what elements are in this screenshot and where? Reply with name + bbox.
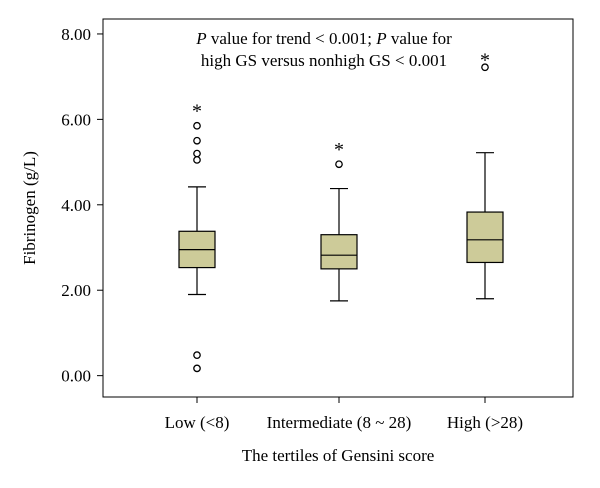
extreme-marker: * bbox=[192, 101, 202, 123]
y-tick-label: 8.00 bbox=[61, 25, 91, 44]
x-tick-label: Intermediate (8 ~ 28) bbox=[267, 413, 412, 432]
y-tick-label: 4.00 bbox=[61, 196, 91, 215]
y-axis-title: Fibrinogen (g/L) bbox=[20, 151, 39, 265]
boxes-layer: * * * bbox=[178, 49, 504, 373]
box-group: * bbox=[466, 49, 504, 300]
annotation-segment: value for bbox=[387, 29, 452, 48]
box-group: * bbox=[178, 101, 216, 373]
outlier-point bbox=[335, 160, 343, 169]
box-iqr bbox=[320, 234, 358, 270]
outlier-point bbox=[193, 121, 201, 130]
x-axis-title: The tertiles of Gensini score bbox=[242, 446, 435, 465]
outlier-point bbox=[193, 364, 201, 373]
outlier-point bbox=[481, 63, 489, 72]
outlier-point bbox=[193, 149, 201, 158]
x-axis: Low (<8) Intermediate (8 ~ 28) High (>28) bbox=[165, 397, 523, 432]
annotation-segment: high GS versus nonhigh GS < 0.001 bbox=[201, 51, 447, 70]
y-tick-label: 0.00 bbox=[61, 367, 91, 386]
box-iqr bbox=[466, 211, 504, 264]
annotation-segment: value for trend < 0.001; bbox=[207, 29, 377, 48]
outlier-point bbox=[193, 156, 201, 164]
annotation-line-1: P value for trend < 0.001; P value for bbox=[195, 29, 452, 48]
y-tick-label: 2.00 bbox=[61, 281, 91, 300]
x-tick-label: High (>28) bbox=[447, 413, 523, 432]
annotation-segment: P bbox=[195, 29, 206, 48]
plot-frame bbox=[102, 18, 574, 398]
x-tick-label: Low (<8) bbox=[165, 413, 230, 432]
box-group: * bbox=[320, 139, 358, 302]
extreme-marker: * bbox=[480, 49, 490, 71]
extreme-marker: * bbox=[334, 139, 344, 161]
annotation-line-2: high GS versus nonhigh GS < 0.001 bbox=[201, 51, 447, 70]
outlier-point bbox=[193, 351, 201, 359]
y-axis: 0.00 2.00 4.00 6.00 8.00 bbox=[61, 25, 103, 386]
y-tick-label: 6.00 bbox=[61, 110, 91, 129]
outlier-point bbox=[193, 136, 201, 145]
annotation-segment: P bbox=[375, 29, 386, 48]
